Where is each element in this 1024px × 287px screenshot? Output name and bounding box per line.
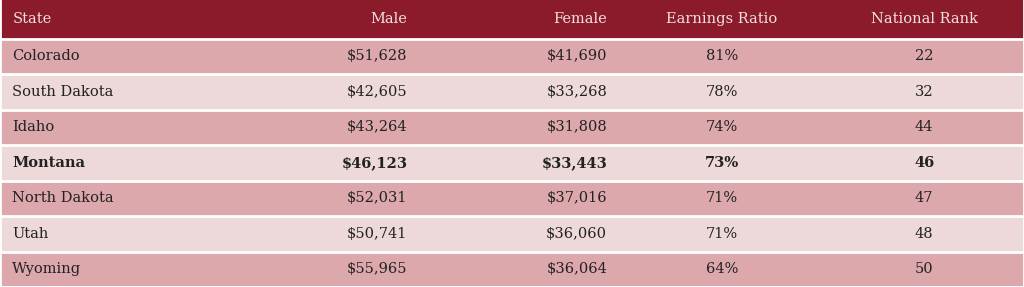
Bar bbox=[620, 181, 824, 216]
Bar bbox=[420, 39, 620, 74]
Bar bbox=[220, 181, 420, 216]
Text: 81%: 81% bbox=[706, 49, 738, 63]
Text: Earnings Ratio: Earnings Ratio bbox=[667, 12, 777, 26]
Bar bbox=[824, 251, 1024, 287]
Text: $46,123: $46,123 bbox=[342, 156, 408, 170]
Text: North Dakota: North Dakota bbox=[12, 191, 114, 205]
Bar bbox=[620, 74, 824, 110]
Bar bbox=[620, 145, 824, 181]
Text: 50: 50 bbox=[914, 262, 934, 276]
Text: Colorado: Colorado bbox=[12, 49, 80, 63]
Text: 71%: 71% bbox=[706, 227, 738, 241]
Text: Utah: Utah bbox=[12, 227, 49, 241]
Text: 46: 46 bbox=[914, 156, 934, 170]
Bar bbox=[420, 74, 620, 110]
Bar bbox=[420, 181, 620, 216]
Text: National Rank: National Rank bbox=[870, 12, 978, 26]
Text: Male: Male bbox=[371, 12, 408, 26]
Bar bbox=[420, 0, 620, 39]
Bar bbox=[420, 110, 620, 145]
Bar bbox=[0, 39, 220, 74]
Text: $50,741: $50,741 bbox=[347, 227, 408, 241]
Text: 32: 32 bbox=[914, 85, 934, 99]
Bar bbox=[220, 0, 420, 39]
Text: Female: Female bbox=[554, 12, 607, 26]
Bar bbox=[420, 216, 620, 251]
Text: 22: 22 bbox=[914, 49, 934, 63]
Text: 64%: 64% bbox=[706, 262, 738, 276]
Text: Idaho: Idaho bbox=[12, 121, 54, 134]
Text: $36,064: $36,064 bbox=[547, 262, 607, 276]
Bar bbox=[0, 181, 220, 216]
Text: $31,808: $31,808 bbox=[547, 121, 607, 134]
Text: $51,628: $51,628 bbox=[347, 49, 408, 63]
Bar bbox=[824, 181, 1024, 216]
Bar bbox=[420, 251, 620, 287]
Text: 74%: 74% bbox=[706, 121, 738, 134]
Bar bbox=[220, 216, 420, 251]
Bar bbox=[620, 251, 824, 287]
Text: $33,443: $33,443 bbox=[542, 156, 607, 170]
Text: 48: 48 bbox=[914, 227, 934, 241]
Text: $43,264: $43,264 bbox=[347, 121, 408, 134]
Bar bbox=[824, 39, 1024, 74]
Bar bbox=[824, 110, 1024, 145]
Text: Wyoming: Wyoming bbox=[12, 262, 82, 276]
Bar bbox=[824, 74, 1024, 110]
Bar bbox=[824, 0, 1024, 39]
Text: $37,016: $37,016 bbox=[547, 191, 607, 205]
Text: $42,605: $42,605 bbox=[347, 85, 408, 99]
Text: $33,268: $33,268 bbox=[547, 85, 607, 99]
Bar bbox=[0, 110, 220, 145]
Bar bbox=[620, 110, 824, 145]
Text: 78%: 78% bbox=[706, 85, 738, 99]
Text: Montana: Montana bbox=[12, 156, 85, 170]
Text: State: State bbox=[12, 12, 51, 26]
Text: 47: 47 bbox=[914, 191, 934, 205]
Text: 71%: 71% bbox=[706, 191, 738, 205]
Bar bbox=[620, 216, 824, 251]
Bar bbox=[220, 39, 420, 74]
Bar bbox=[220, 251, 420, 287]
Bar bbox=[0, 145, 220, 181]
Bar bbox=[824, 216, 1024, 251]
Text: $41,690: $41,690 bbox=[547, 49, 607, 63]
Text: $36,060: $36,060 bbox=[546, 227, 607, 241]
Text: $55,965: $55,965 bbox=[347, 262, 408, 276]
Bar bbox=[420, 145, 620, 181]
Bar bbox=[220, 110, 420, 145]
Text: 44: 44 bbox=[914, 121, 934, 134]
Bar bbox=[220, 145, 420, 181]
Bar bbox=[824, 145, 1024, 181]
Text: $52,031: $52,031 bbox=[347, 191, 408, 205]
Bar bbox=[620, 0, 824, 39]
Bar bbox=[620, 39, 824, 74]
Bar bbox=[220, 74, 420, 110]
Text: 73%: 73% bbox=[705, 156, 739, 170]
Bar bbox=[0, 0, 220, 39]
Bar bbox=[0, 216, 220, 251]
Bar bbox=[0, 251, 220, 287]
Text: South Dakota: South Dakota bbox=[12, 85, 114, 99]
Bar bbox=[0, 74, 220, 110]
